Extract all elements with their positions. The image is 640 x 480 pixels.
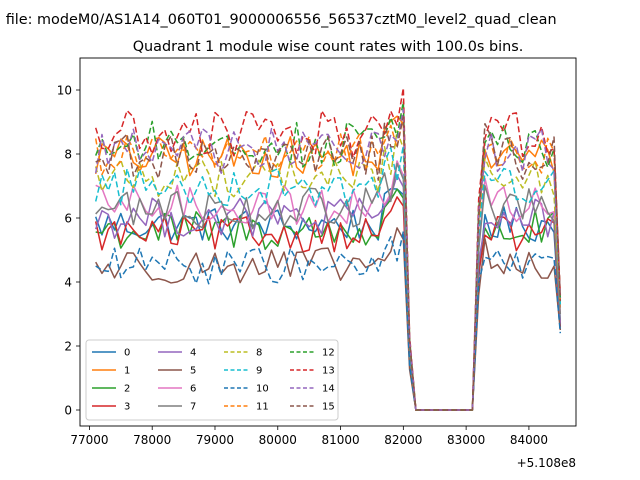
- series-lines: [94, 87, 562, 411]
- y-tick-label: 4: [64, 276, 72, 290]
- x-tick-label: 77000: [70, 433, 108, 447]
- series-line-7: [95, 162, 562, 411]
- series-line-15: [95, 115, 562, 411]
- legend-label-7: 7: [190, 402, 196, 413]
- chart-suptitle: n file: modeM0/AS1A14_060T01_9000006556_…: [0, 12, 557, 28]
- y-tick-label: 6: [64, 212, 72, 226]
- x-axis-offset-label: +5.108e8: [517, 456, 576, 470]
- legend-label-8: 8: [256, 348, 262, 359]
- legend-label-5: 5: [190, 366, 196, 377]
- series-line-4: [94, 174, 562, 411]
- y-axis: 0 2 4 6 8 10: [57, 84, 80, 418]
- series-line-14: [94, 108, 562, 411]
- x-axis: 77000 78000 79000 80000 81000 82000 83000 84000: [70, 426, 548, 447]
- legend-label-1: 1: [124, 366, 130, 377]
- series-line-5: [95, 227, 562, 411]
- legend-label-0: 0: [124, 348, 130, 359]
- legend-label-10: 10: [256, 384, 269, 395]
- y-tick-label: 0: [64, 404, 72, 418]
- legend-box: [85, 339, 339, 421]
- x-tick-label: 81000: [321, 433, 359, 447]
- x-tick-label: 78000: [133, 433, 171, 447]
- y-tick-label: 2: [64, 340, 72, 354]
- x-tick-label: 83000: [447, 433, 485, 447]
- chart-title: Quadrant 1 module wise count rates with …: [133, 39, 524, 55]
- legend-label-12: 12: [322, 348, 335, 359]
- legend-label-2: 2: [124, 384, 130, 395]
- series-line-9: [94, 144, 562, 411]
- plot-area-frame: [79, 57, 577, 427]
- legend-label-3: 3: [124, 402, 130, 413]
- legend-label-14: 14: [322, 384, 335, 395]
- series-line-10: [95, 230, 562, 411]
- legend-label-13: 13: [322, 366, 335, 377]
- x-tick-label: 79000: [196, 433, 234, 447]
- series-line-13: [94, 87, 562, 411]
- legend-label-11: 11: [256, 402, 269, 413]
- x-tick-label: 84000: [510, 433, 548, 447]
- legend-label-15: 15: [322, 402, 335, 413]
- y-tick-label: 10: [57, 84, 72, 98]
- series-line-3: [94, 196, 562, 411]
- y-tick-label: 8: [64, 148, 72, 162]
- legend-label-6: 6: [190, 384, 196, 395]
- legend-label-4: 4: [190, 348, 196, 359]
- legend-label-9: 9: [256, 366, 262, 377]
- x-tick-label: 80000: [259, 433, 297, 447]
- x-tick-label: 82000: [384, 433, 422, 447]
